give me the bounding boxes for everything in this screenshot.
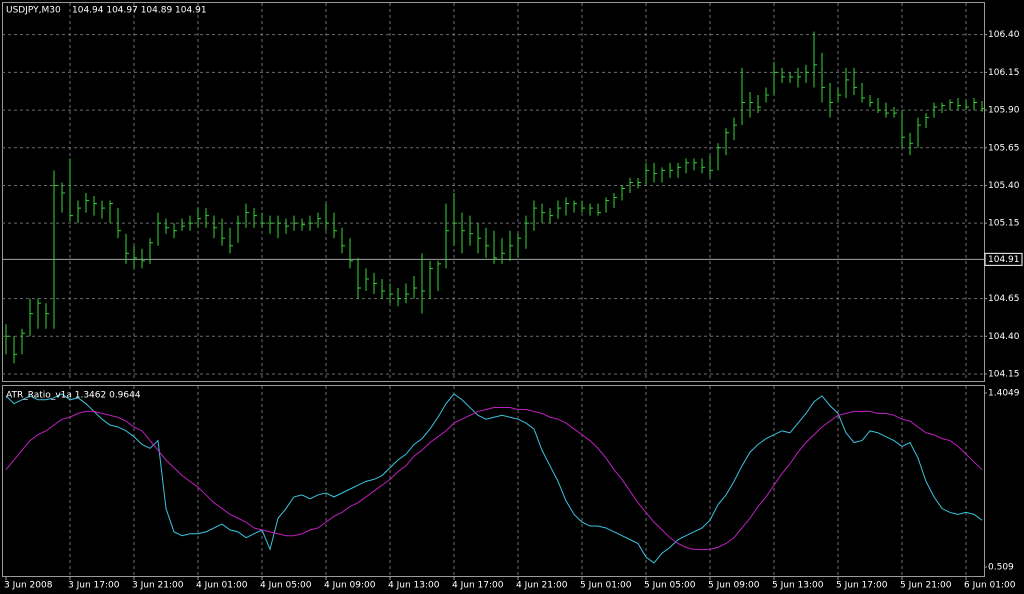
chart-title: USDJPY,M30: [6, 6, 61, 16]
x-tick-label: 5 Jun 13:00: [772, 581, 824, 591]
indicator-line: [5, 407, 983, 550]
y-tick-label: 106.40: [988, 30, 1020, 40]
x-tick-label: 5 Jun 01:00: [580, 581, 632, 591]
x-tick-label: 5 Jun 21:00: [900, 581, 952, 591]
x-tick-label: 5 Jun 17:00: [836, 581, 888, 591]
y-tick-label: 104.40: [988, 332, 1020, 342]
current-price-box: [984, 252, 1023, 266]
y-tick-label: 1.4049: [988, 389, 1020, 399]
current-price-label: 104.91: [988, 255, 1020, 265]
x-tick-label: 4 Jun 05:00: [260, 581, 312, 591]
x-tick-label: 3 Jun 21:00: [132, 581, 184, 591]
indicator-title: ATR_Ratio_v1a 1.3462 0.9644: [6, 391, 141, 401]
chart-subtitle: 104.94 104.97 104.89 104.91: [72, 6, 207, 16]
x-tick-label: 5 Jun 05:00: [644, 581, 696, 591]
x-tick-label: 3 Jun 2008: [4, 581, 53, 591]
x-tick-label: 4 Jun 01:00: [196, 581, 248, 591]
y-tick-label: 105.15: [988, 219, 1020, 229]
indicator-panel: [2, 385, 985, 577]
y-tick-label: 105.65: [988, 143, 1020, 153]
x-tick-label: 4 Jun 13:00: [388, 581, 440, 591]
x-tick-label: 4 Jun 17:00: [452, 581, 504, 591]
price-panel: [2, 2, 985, 382]
indicator-line: [5, 393, 983, 564]
y-tick-label: 0.509: [988, 563, 1014, 573]
x-tick-label: 6 Jun 01:00: [964, 581, 1016, 591]
y-tick-label: 104.15: [988, 369, 1020, 379]
x-tick-label: 4 Jun 09:00: [324, 581, 376, 591]
y-tick-label: 106.15: [988, 68, 1020, 78]
x-tick-label: 3 Jun 17:00: [68, 581, 120, 591]
y-tick-label: 105.40: [988, 181, 1020, 191]
y-tick-label: 105.90: [988, 106, 1020, 116]
x-tick-label: 5 Jun 09:00: [708, 581, 760, 591]
x-tick-label: 4 Jun 21:00: [516, 581, 568, 591]
y-tick-label: 104.65: [988, 294, 1020, 304]
